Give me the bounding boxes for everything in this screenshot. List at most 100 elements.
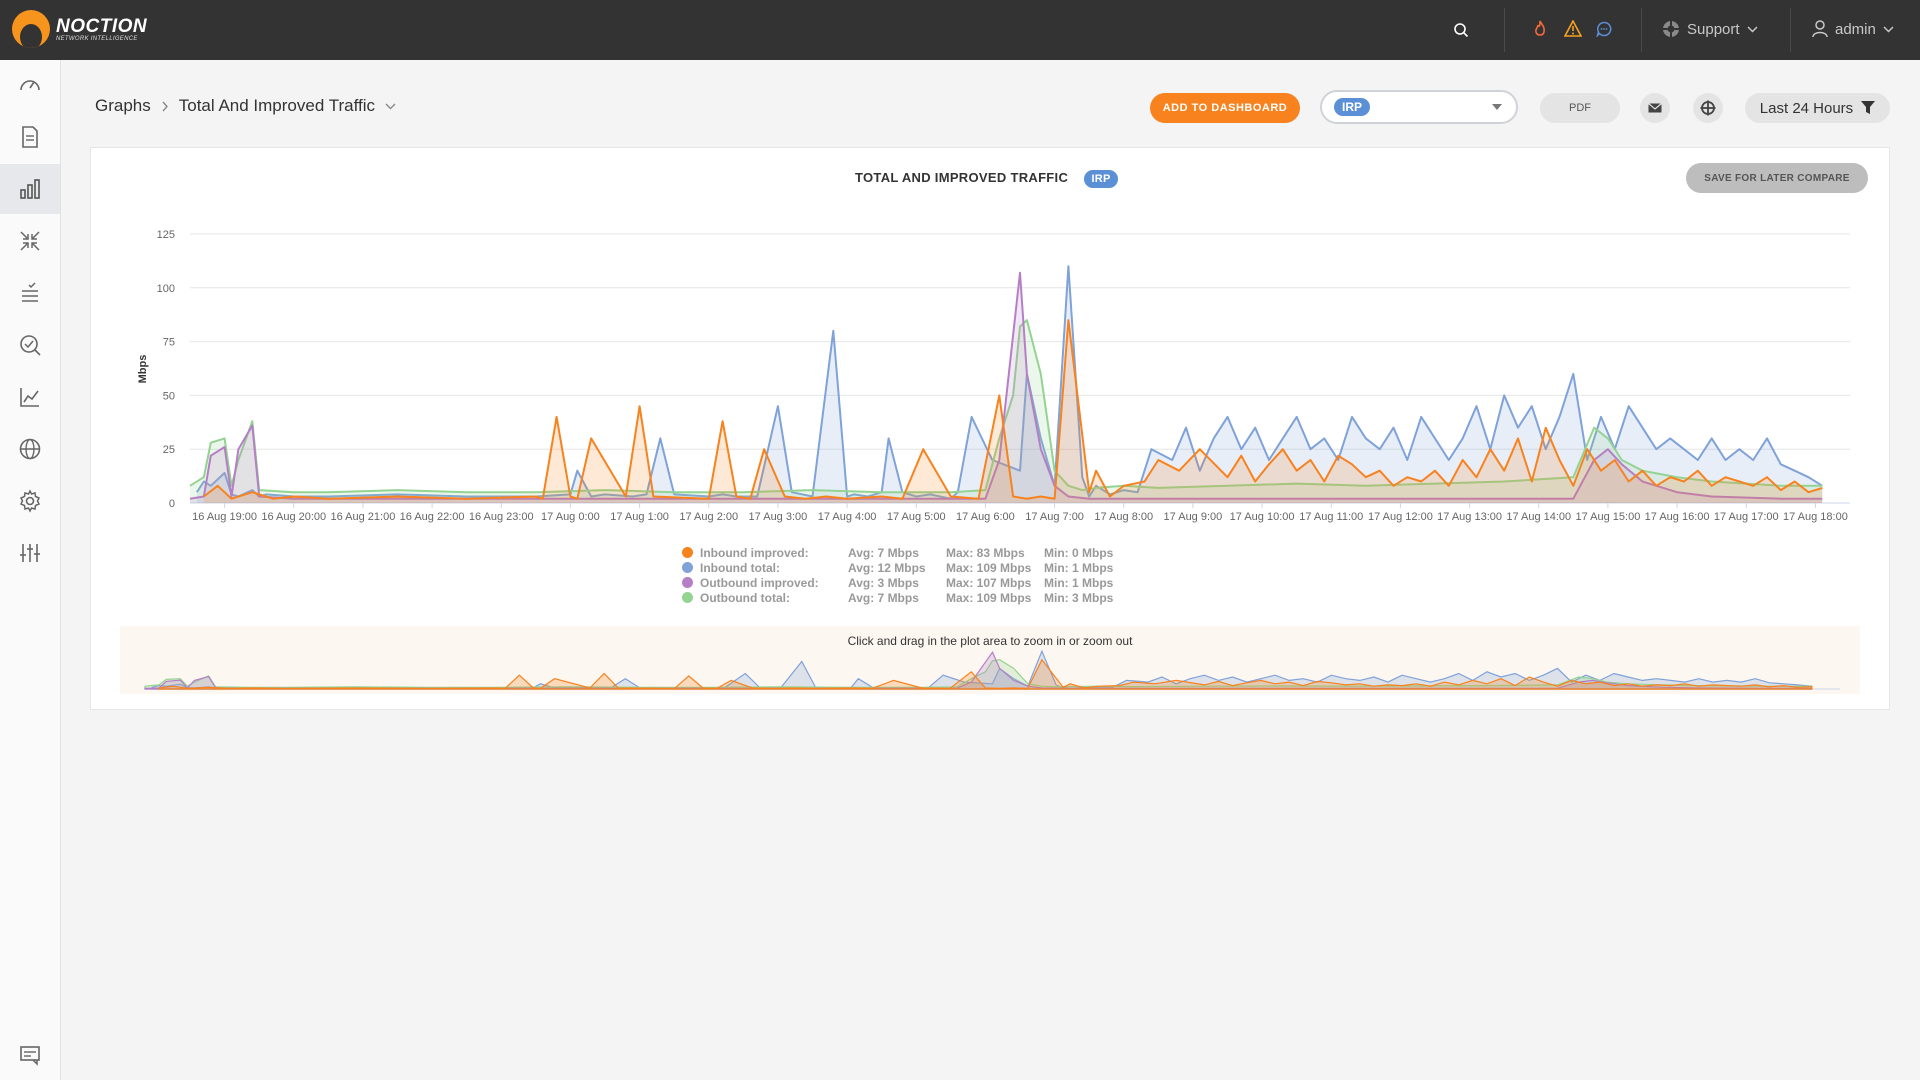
- sidebar-item-search-analytics[interactable]: [0, 320, 60, 370]
- x-tick-label: 17 Aug 8:00: [1094, 511, 1153, 523]
- reports-icon: [22, 126, 38, 148]
- warning-icon[interactable]: [1564, 20, 1582, 37]
- y-tick-label: 125: [157, 229, 175, 241]
- chart-card: [90, 147, 1890, 710]
- legend-min: Min: 3 Mbps: [1044, 590, 1114, 605]
- pdf-button[interactable]: PDF: [1540, 93, 1620, 123]
- breadcrumb: Graphs Total And Improved Traffic: [95, 96, 396, 116]
- y-tick-label: 100: [157, 283, 175, 295]
- add-to-dashboard-button[interactable]: ADD TO DASHBOARD: [1150, 93, 1300, 123]
- x-tick-label: 17 Aug 11:00: [1299, 511, 1363, 523]
- legend-avg: Avg: 12 Mbps: [848, 560, 926, 575]
- user-label: admin: [1835, 20, 1876, 38]
- noction-logo[interactable]: NOCTION NETWORK INTELLIGENCE: [12, 10, 147, 48]
- chart-tag-badge: IRP: [1084, 170, 1119, 188]
- sidebar-item-sliders[interactable]: [0, 528, 60, 578]
- target-button[interactable]: [1693, 93, 1723, 123]
- filter-icon: [1861, 101, 1876, 114]
- x-tick-label: 17 Aug 18:00: [1783, 511, 1848, 523]
- sidebar-item-collapse[interactable]: [0, 216, 60, 266]
- legend-min: Min: 0 Mbps: [1044, 545, 1114, 560]
- legend-dot: [682, 562, 693, 573]
- save-for-later-compare-button[interactable]: SAVE FOR LATER COMPARE: [1686, 163, 1868, 193]
- x-tick-label: 17 Aug 15:00: [1575, 511, 1640, 523]
- support-menu[interactable]: Support: [1662, 20, 1758, 38]
- x-tick-label: 17 Aug 5:00: [887, 511, 946, 523]
- x-tick-label: 17 Aug 14:00: [1506, 511, 1571, 523]
- checklist-icon: [22, 282, 38, 302]
- x-tick-label: 17 Aug 16:00: [1645, 511, 1710, 523]
- flame-icon[interactable]: [1533, 20, 1547, 38]
- navigator-series-outbound-improved: [144, 650, 1813, 690]
- breadcrumb-current[interactable]: Total And Improved Traffic: [178, 96, 375, 115]
- chart-title: TOTAL AND IMPROVED TRAFFIC IRP: [855, 170, 1119, 188]
- chevron-down-icon: [1747, 25, 1758, 33]
- search-icon[interactable]: [1453, 22, 1469, 38]
- x-tick-label: 16 Aug 22:00: [400, 511, 465, 523]
- y-tick-label: 0: [169, 498, 175, 510]
- legend-series-name: Inbound improved:: [700, 545, 809, 560]
- legend-max: Max: 107 Mbps: [946, 575, 1032, 590]
- brand-tagline: NETWORK INTELLIGENCE: [56, 35, 138, 42]
- gear-icon: [19, 489, 41, 513]
- x-tick-label: 17 Aug 6:00: [956, 511, 1015, 523]
- legend-max: Max: 109 Mbps: [946, 590, 1032, 605]
- legend-item-inbound-total[interactable]: Inbound total: Avg: 12 Mbps Max: 109 Mbp…: [682, 560, 1124, 575]
- sidebar-item-globe[interactable]: [0, 424, 60, 474]
- y-tick-label: 75: [163, 337, 175, 349]
- legend-avg: Avg: 7 Mbps: [848, 545, 919, 560]
- chevron-right-icon: [162, 101, 168, 111]
- x-tick-label: 17 Aug 9:00: [1164, 511, 1223, 523]
- sidebar-item-graphs[interactable]: [0, 164, 60, 214]
- navigator-chart[interactable]: [120, 626, 1860, 694]
- x-tick-label: 17 Aug 3:00: [749, 511, 808, 523]
- tag-select[interactable]: IRP: [1320, 90, 1518, 124]
- topbar-divider: [1641, 8, 1642, 52]
- breadcrumb-graphs[interactable]: Graphs: [95, 96, 151, 115]
- envelope-icon: [1648, 103, 1662, 113]
- chat-icon[interactable]: [1596, 21, 1612, 37]
- sidebar-item-trend[interactable]: [0, 372, 60, 422]
- x-tick-label: 16 Aug 20:00: [261, 511, 326, 523]
- legend-series-name: Inbound total:: [700, 560, 780, 575]
- time-range-filter[interactable]: Last 24 Hours: [1745, 93, 1890, 123]
- zoom-hint: Click and drag in the plot area to zoom …: [847, 634, 1133, 648]
- time-range-label: Last 24 Hours: [1759, 99, 1854, 117]
- series-area-inbound-improved: [203, 320, 1823, 503]
- sidebar: [0, 60, 61, 1080]
- x-tick-label: 17 Aug 12:00: [1368, 511, 1433, 523]
- user-menu[interactable]: admin: [1812, 20, 1894, 38]
- x-tick-label: 16 Aug 23:00: [469, 511, 534, 523]
- legend-min: Min: 1 Mbps: [1044, 575, 1114, 590]
- legend-series-name: Outbound improved:: [700, 575, 819, 590]
- selected-tag-badge[interactable]: IRP: [1334, 98, 1370, 116]
- crosshair-icon: [1700, 100, 1716, 116]
- sliders-icon: [20, 544, 40, 562]
- legend-avg: Avg: 3 Mbps: [848, 575, 919, 590]
- topbar-divider: [1790, 8, 1791, 52]
- chevron-down-icon[interactable]: [385, 103, 396, 110]
- legend-min: Min: 1 Mbps: [1044, 560, 1114, 575]
- sidebar-item-messages[interactable]: [0, 1030, 60, 1080]
- support-label: Support: [1687, 20, 1740, 38]
- legend-item-outbound-improved[interactable]: Outbound improved: Avg: 3 Mbps Max: 107 …: [682, 575, 1124, 590]
- sidebar-item-reports[interactable]: [0, 112, 60, 162]
- sidebar-item-dashboard[interactable]: [0, 60, 60, 110]
- collapse-icon: [20, 231, 40, 251]
- legend-item-inbound-improved[interactable]: Inbound improved: Avg: 7 Mbps Max: 83 Mb…: [682, 545, 1124, 560]
- user-icon: [1812, 20, 1828, 38]
- legend-item-outbound-total[interactable]: Outbound total: Avg: 7 Mbps Max: 109 Mbp…: [682, 590, 1124, 605]
- graphs-icon: [20, 179, 40, 199]
- sidebar-item-settings[interactable]: [0, 476, 60, 526]
- email-button[interactable]: [1640, 93, 1670, 123]
- brand-name: NOCTION: [56, 15, 148, 37]
- zoom-navigator[interactable]: Click and drag in the plot area to zoom …: [120, 626, 1860, 694]
- legend-dot: [682, 577, 693, 588]
- trend-icon: [20, 388, 39, 407]
- x-tick-label: 17 Aug 4:00: [818, 511, 877, 523]
- chart-title-text: TOTAL AND IMPROVED TRAFFIC: [855, 170, 1069, 185]
- sidebar-item-checklist[interactable]: [0, 268, 60, 318]
- search-analytics-icon: [20, 335, 41, 356]
- legend-max: Max: 109 Mbps: [946, 560, 1032, 575]
